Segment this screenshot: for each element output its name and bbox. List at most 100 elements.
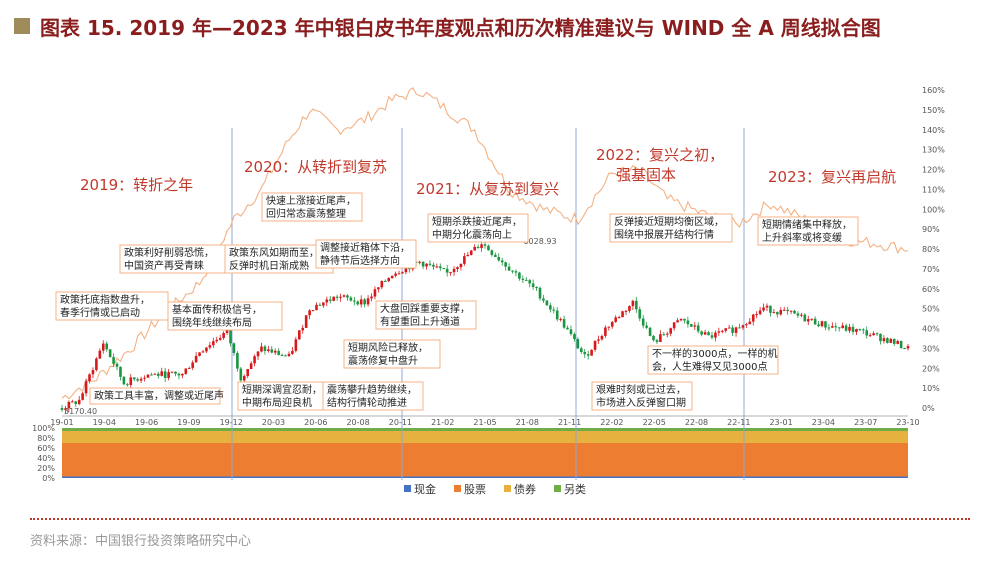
- candle-body: [349, 297, 353, 301]
- candle: [318, 302, 322, 306]
- candle: [397, 270, 401, 275]
- right-y-tick: 50%: [922, 305, 940, 314]
- candle-body: [267, 349, 270, 352]
- candle: [600, 334, 604, 341]
- candle-body: [528, 280, 532, 284]
- candle: [435, 263, 439, 269]
- candle: [621, 310, 624, 318]
- annotation-box: 短期风险已释放，震荡修复中盘升: [343, 339, 441, 369]
- candle: [614, 315, 617, 323]
- candle-body: [445, 268, 449, 273]
- candle-body: [353, 300, 356, 302]
- candle-body: [607, 326, 611, 328]
- candle: [751, 313, 755, 326]
- performance-line-path: [61, 87, 909, 400]
- candle-body: [339, 296, 342, 298]
- candle: [201, 350, 205, 353]
- candle: [294, 336, 298, 353]
- candle-body: [335, 296, 339, 298]
- candle-body: [198, 352, 201, 356]
- candle-body: [208, 345, 212, 348]
- right-y-tick: 30%: [922, 344, 940, 353]
- candle: [758, 307, 762, 316]
- candle: [328, 295, 332, 304]
- right-y-tick: 40%: [922, 325, 940, 334]
- candle-body: [741, 325, 745, 328]
- right-y-tick: 70%: [922, 265, 940, 274]
- candle-body: [803, 314, 807, 322]
- candle-body: [549, 305, 552, 310]
- title-square-icon: [14, 18, 30, 34]
- candle: [655, 338, 659, 345]
- candle: [841, 322, 844, 329]
- annotation-box: 政策工具丰富，调整或近尾声: [89, 387, 224, 405]
- area-y-tick: 60%: [37, 444, 55, 453]
- x-tick-label: 22-08: [685, 418, 708, 427]
- candle: [786, 306, 789, 315]
- candle: [813, 316, 817, 325]
- candle-body: [146, 374, 150, 378]
- candle-body: [456, 267, 459, 269]
- candle-body: [101, 343, 105, 351]
- candle: [322, 302, 325, 308]
- candle-body: [786, 309, 789, 312]
- candle-body: [311, 310, 315, 312]
- annotation-line-1: 政策工具丰富，调整或近尾声: [94, 389, 224, 402]
- x-tick-label: 19-04: [93, 418, 116, 427]
- candle-body: [638, 309, 642, 319]
- x-tick-label: 22-05: [643, 418, 666, 427]
- candle-body: [507, 266, 511, 271]
- annotation-line-1: 不一样的3000点，一样的机: [652, 347, 777, 360]
- candle: [583, 349, 587, 358]
- annotation-line-1: 震荡攀升趋势继续，: [327, 383, 417, 396]
- candle: [356, 300, 360, 306]
- annotation-line-1: 短期深调宜忍耐，: [242, 383, 322, 396]
- candle: [366, 295, 370, 307]
- candle-body: [569, 329, 573, 335]
- annotation-frame: [167, 301, 283, 331]
- candle-body: [287, 353, 291, 356]
- candle-body: [593, 340, 597, 350]
- legend: 现金 股票 债券 另类: [404, 482, 586, 496]
- candle: [473, 244, 476, 251]
- candle-body: [377, 287, 380, 290]
- candle: [476, 244, 480, 249]
- candle: [717, 327, 721, 336]
- candle: [834, 322, 838, 332]
- candle: [617, 315, 621, 319]
- candle: [256, 351, 260, 361]
- page-title: 图表 15. 2019 年—2023 年中银白皮书年度观点和历次精准建议与 WI…: [40, 15, 881, 40]
- candle: [174, 371, 177, 377]
- candle-body: [604, 327, 607, 336]
- candle: [610, 320, 614, 329]
- candle-body: [855, 329, 858, 332]
- candle: [879, 333, 882, 345]
- candle: [707, 330, 710, 336]
- candle: [899, 340, 903, 349]
- candle-body: [652, 335, 655, 341]
- candle: [445, 264, 449, 277]
- candle: [507, 263, 511, 271]
- candle: [645, 321, 648, 330]
- candle: [858, 328, 862, 331]
- candle-body: [284, 355, 287, 357]
- candle-body: [906, 346, 910, 349]
- candle: [81, 391, 84, 401]
- candle-body: [150, 374, 153, 376]
- candle-body: [521, 278, 525, 280]
- legend-label: 另类: [564, 482, 586, 496]
- candle: [466, 252, 470, 257]
- candle: [315, 302, 318, 311]
- candle-body: [366, 298, 370, 305]
- candle: [542, 294, 545, 303]
- candle-body: [562, 319, 566, 328]
- candle: [769, 305, 772, 317]
- legend-label: 债券: [514, 482, 536, 496]
- annotation-line-2: 上升斜率或将变缓: [762, 231, 842, 244]
- candle: [844, 323, 848, 332]
- area-band-2: [62, 431, 908, 443]
- candle-body: [322, 302, 325, 306]
- candle: [363, 297, 366, 308]
- candle-body: [425, 263, 428, 267]
